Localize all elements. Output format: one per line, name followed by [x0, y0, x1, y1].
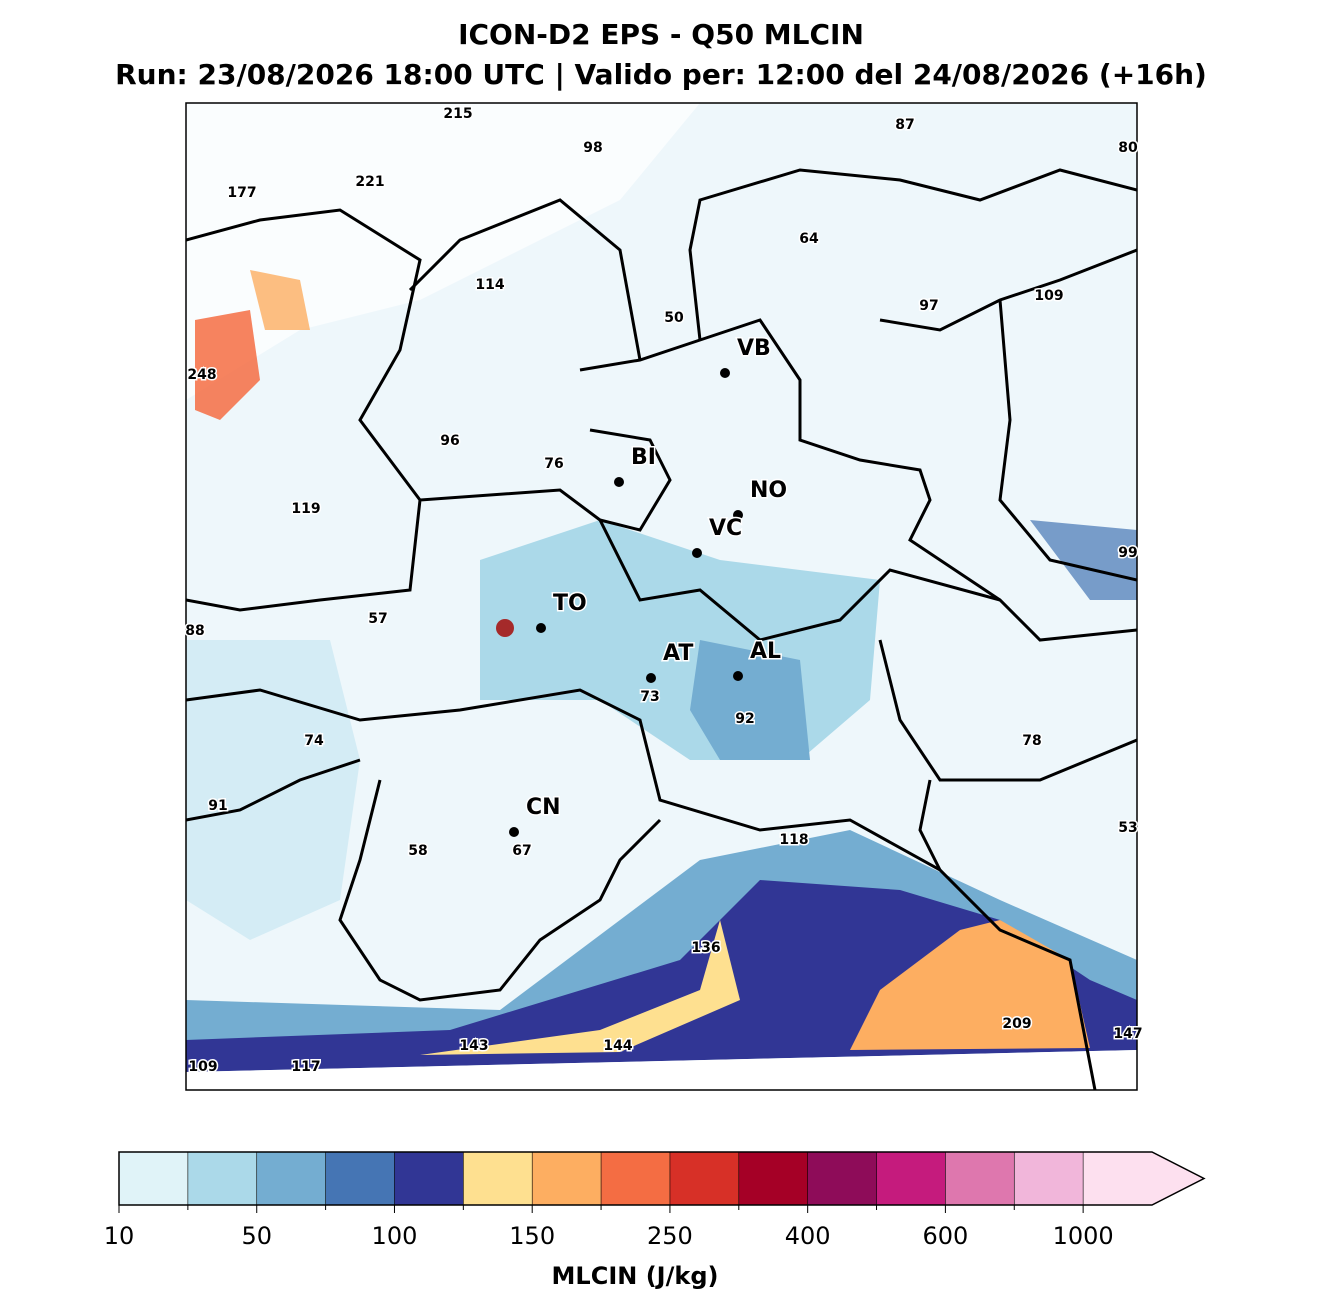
city-label: TO	[553, 591, 587, 616]
colorbar-segment	[1014, 1152, 1084, 1205]
value-label: 87	[895, 117, 914, 133]
value-label: 209	[1002, 1016, 1031, 1032]
value-label: 64	[799, 231, 819, 247]
colorbar-tick-label: 150	[509, 1222, 555, 1250]
city-label: CN	[526, 795, 561, 820]
colorbar-tick-label: 10	[104, 1222, 135, 1250]
value-label: 117	[291, 1059, 320, 1075]
value-label: 58	[408, 843, 427, 859]
colorbar-segment	[394, 1152, 464, 1205]
city-label: AT	[663, 641, 693, 666]
value-label: 221	[355, 174, 384, 190]
title: ICON-D2 EPS - Q50 MLCIN	[458, 18, 864, 51]
subtitle: Run: 23/08/2026 18:00 UTC | Valido per: …	[115, 58, 1207, 91]
city-dot	[509, 827, 519, 837]
value-label: 96	[440, 433, 459, 449]
colorbar-tick-label: 100	[372, 1222, 418, 1250]
value-label: 109	[1034, 288, 1063, 304]
value-label: 80	[1118, 140, 1138, 156]
colorbar-outline	[118, 1151, 1206, 1206]
value-label: 119	[291, 501, 320, 517]
city-dot	[733, 510, 743, 520]
location-marker	[496, 619, 514, 637]
city-label: NO	[750, 478, 787, 503]
city-dot	[614, 477, 624, 487]
value-label: 114	[475, 277, 504, 293]
colorbar-tick-label: 250	[647, 1222, 693, 1250]
value-label: 144	[603, 1038, 632, 1054]
city-dot	[536, 623, 546, 633]
city-dot	[733, 671, 743, 681]
value-label: 136	[691, 940, 720, 956]
colorbar-segment	[463, 1152, 533, 1205]
city-dot	[720, 368, 730, 378]
colorbar-segment	[601, 1152, 671, 1205]
value-label: 57	[368, 611, 387, 627]
map-field	[186, 103, 1137, 1090]
value-label: 177	[227, 185, 256, 201]
value-label: 50	[664, 310, 684, 326]
value-label: 248	[187, 367, 216, 383]
value-label: 99	[1118, 545, 1137, 561]
colorbar-extend	[1083, 1152, 1204, 1205]
colorbar-segment	[669, 1152, 740, 1205]
value-label: 98	[583, 140, 602, 156]
value-label: 215	[443, 106, 472, 122]
value-label: 53	[1118, 820, 1137, 836]
value-label: 76	[544, 456, 563, 472]
value-label: 91	[208, 798, 227, 814]
city-dot	[692, 548, 702, 558]
colorbar-tick-label: 50	[241, 1222, 272, 1250]
colorbar-segment	[945, 1152, 1015, 1205]
value-label: 67	[512, 843, 531, 859]
colorbar-segment	[738, 1152, 809, 1205]
value-label: 109	[188, 1059, 217, 1075]
colorbar: 10 50 100 150 250 400 600 1000	[104, 1151, 1206, 1250]
value-label: 73	[640, 689, 659, 705]
colorbar-segment	[256, 1152, 327, 1205]
city-label: VB	[737, 336, 771, 361]
value-label: 92	[735, 711, 754, 727]
value-label: 143	[459, 1038, 488, 1054]
colorbar-segment	[187, 1152, 258, 1205]
colorbar-tick-label: 1000	[1053, 1222, 1114, 1250]
colorbar-segment	[876, 1152, 946, 1205]
value-label: 97	[919, 298, 938, 314]
value-label: 147	[1113, 1026, 1142, 1042]
colorbar-segment	[119, 1152, 189, 1205]
value-label: 74	[304, 733, 324, 749]
value-label: 88	[185, 623, 204, 639]
colorbar-tick-label: 600	[922, 1222, 968, 1250]
map-frame	[185, 102, 1138, 1091]
colorbar-segment	[325, 1152, 395, 1205]
city-label: VC	[709, 516, 742, 541]
value-label: 118	[779, 832, 808, 848]
colorbar-label: MLCIN (J/kg)	[552, 1262, 719, 1290]
value-label: 78	[1022, 733, 1041, 749]
colorbar-segment	[807, 1152, 878, 1205]
city-label: BI	[631, 445, 656, 470]
colorbar-segment	[532, 1152, 602, 1205]
colorbar-tick-label: 400	[785, 1222, 831, 1250]
city-label: AL	[750, 639, 781, 664]
city-dot	[646, 673, 656, 683]
